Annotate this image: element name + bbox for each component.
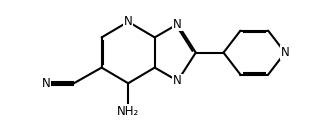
Text: N: N — [281, 46, 289, 59]
Text: N: N — [173, 74, 182, 87]
Text: N: N — [42, 77, 50, 90]
Text: N: N — [124, 15, 132, 28]
Text: N: N — [173, 18, 182, 31]
Text: NH₂: NH₂ — [117, 105, 139, 118]
